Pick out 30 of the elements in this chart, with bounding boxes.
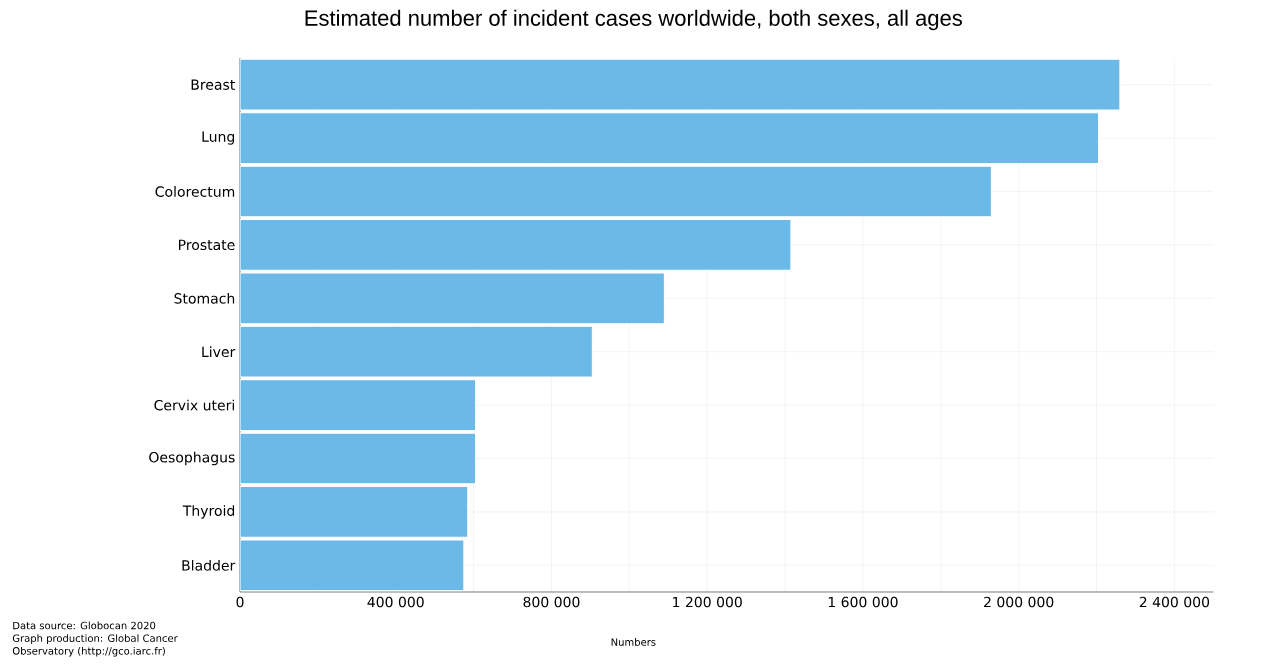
x-tick-label: 2 000 000 [984,596,1054,608]
bar [240,539,465,592]
bar [240,272,665,325]
bar [240,432,477,485]
y-tick-label: Stomach [174,292,235,304]
x-axis-title: Numbers [611,638,656,646]
y-tick-label: Prostate [179,239,235,251]
x-tick-label: 400 000 [367,596,424,608]
x-tick-label: 1 200 000 [673,596,742,608]
bar [240,485,469,538]
y-tick-label: Lung [202,131,235,145]
x-tick-label: 800 000 [523,596,580,608]
y-tick-label: Oesophagus [149,451,235,466]
x-tick-label: 2 400 000 [1139,596,1210,608]
y-tick-label: Cervix uteri [154,399,234,411]
y-tick-label: Thyroid [182,505,235,519]
y-tick-label: Colorectum [155,186,235,197]
bar [240,218,792,271]
x-tick-label: 0 [236,596,244,608]
bar [240,112,1100,165]
source-note: Data source: Globocan 2020 Graph production: Global Cancer Observatory (http://gco.iarc.fr) [12,621,178,657]
bar [240,379,477,431]
bar [240,59,1120,111]
bar [240,165,992,218]
y-tick-label: Liver [202,346,236,358]
y-tick-label: Breast [191,79,235,90]
y-tick-label: Bladder [182,559,236,571]
bar [240,325,593,378]
chart-title: Estimated number of incident cases worldwide, both sexes, all ages [305,9,962,31]
x-tick-label: 1 600 000 [828,596,898,608]
